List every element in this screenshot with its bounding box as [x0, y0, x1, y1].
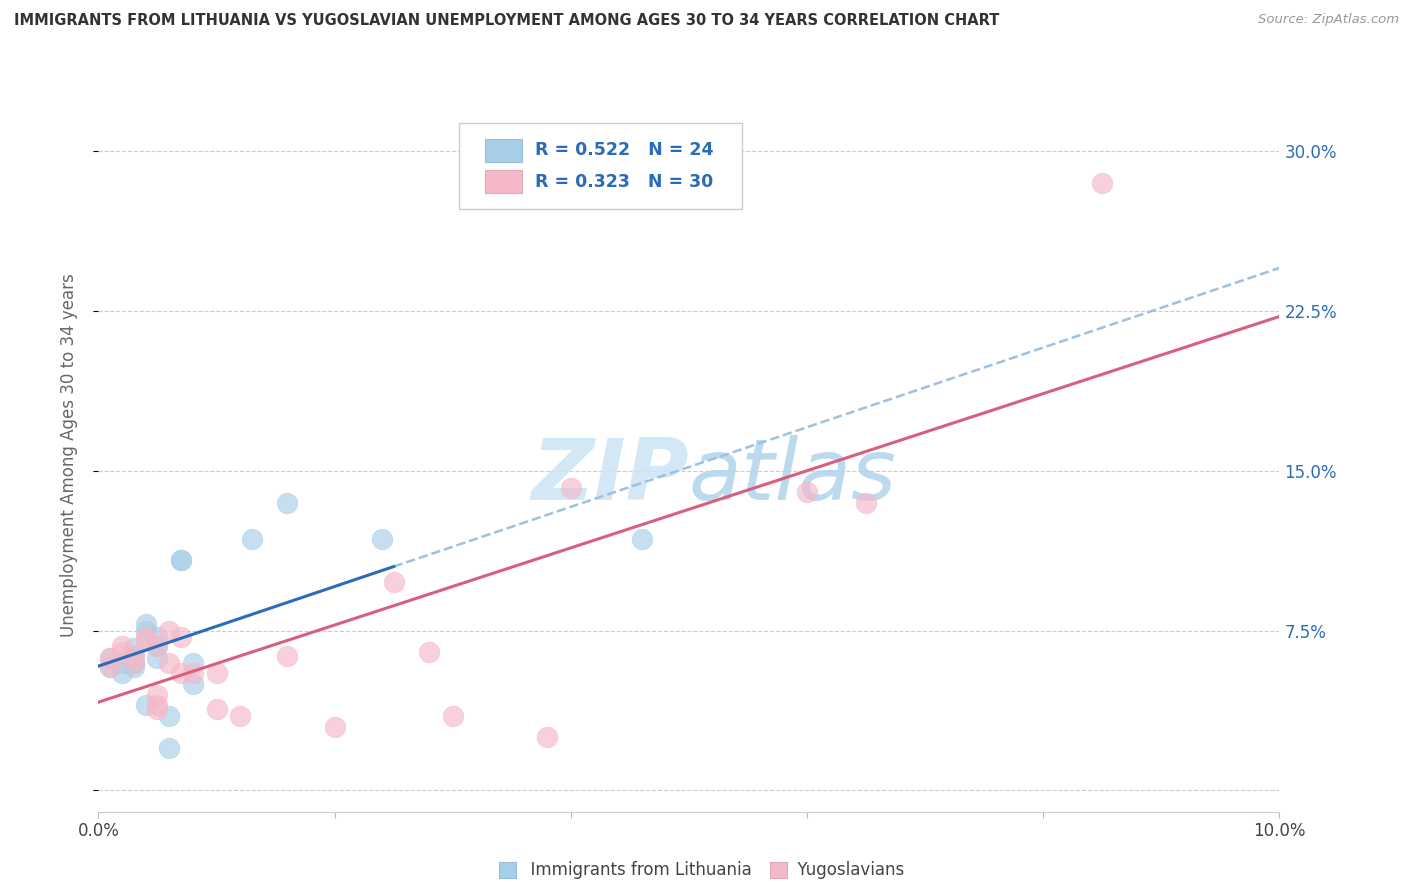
Point [170, 553, 193, 567]
Point [181, 677, 204, 691]
Point [122, 660, 145, 674]
Point [855, 496, 877, 510]
Point [796, 485, 818, 500]
Point [170, 666, 193, 681]
Point [146, 630, 169, 644]
Point [111, 656, 134, 670]
Text: IMMIGRANTS FROM LITHUANIA VS YUGOSLAVIAN UNEMPLOYMENT AMONG AGES 30 TO 34 YEARS : IMMIGRANTS FROM LITHUANIA VS YUGOSLAVIAN… [14, 13, 1000, 29]
Point [98, 660, 121, 674]
Point [98, 660, 121, 674]
Point [170, 630, 193, 644]
Point [146, 651, 169, 665]
Point [122, 656, 145, 670]
Point [371, 532, 394, 546]
Point [122, 640, 145, 655]
Point [122, 649, 145, 664]
Point [111, 639, 134, 653]
Point [157, 656, 180, 670]
Point [146, 639, 169, 653]
Point [135, 630, 157, 644]
Point [111, 645, 134, 659]
Point [1091, 177, 1114, 191]
Point [135, 624, 157, 638]
Point [205, 702, 228, 716]
Text: Source: ZipAtlas.com: Source: ZipAtlas.com [1258, 13, 1399, 27]
Point [122, 649, 145, 664]
Point [146, 698, 169, 713]
Point [146, 688, 169, 702]
Point [276, 649, 298, 664]
Point [170, 553, 193, 567]
Bar [485, 139, 523, 161]
Text: atlas: atlas [689, 434, 897, 518]
Point [418, 645, 440, 659]
Point [135, 617, 157, 632]
Point [630, 532, 652, 546]
Point [111, 666, 134, 681]
Point [135, 698, 157, 713]
Text: Immigrants from Lithuania: Immigrants from Lithuania [520, 861, 752, 879]
Point [276, 496, 298, 510]
Text: R = 0.323   N = 30: R = 0.323 N = 30 [536, 173, 714, 191]
Text: Yugoslavians: Yugoslavians [787, 861, 904, 879]
Point [135, 634, 157, 648]
Point [323, 719, 346, 733]
Point [560, 481, 582, 495]
Point [157, 740, 180, 755]
Text: R = 0.522   N = 24: R = 0.522 N = 24 [536, 141, 714, 159]
Point [146, 702, 169, 716]
Point [229, 709, 252, 723]
Point [157, 709, 180, 723]
Point [441, 709, 464, 723]
Y-axis label: Unemployment Among Ages 30 to 34 years: Unemployment Among Ages 30 to 34 years [59, 273, 77, 637]
Point [98, 651, 121, 665]
Point [181, 666, 204, 681]
Point [122, 656, 145, 670]
Point [536, 730, 558, 744]
Point [157, 624, 180, 638]
Point [181, 656, 204, 670]
Bar [485, 170, 523, 193]
Point [205, 666, 228, 681]
Text: ZIP: ZIP [531, 434, 689, 518]
Point [146, 639, 169, 653]
Point [240, 532, 263, 546]
Point [98, 651, 121, 665]
FancyBboxPatch shape [458, 123, 742, 209]
Point [382, 574, 405, 589]
